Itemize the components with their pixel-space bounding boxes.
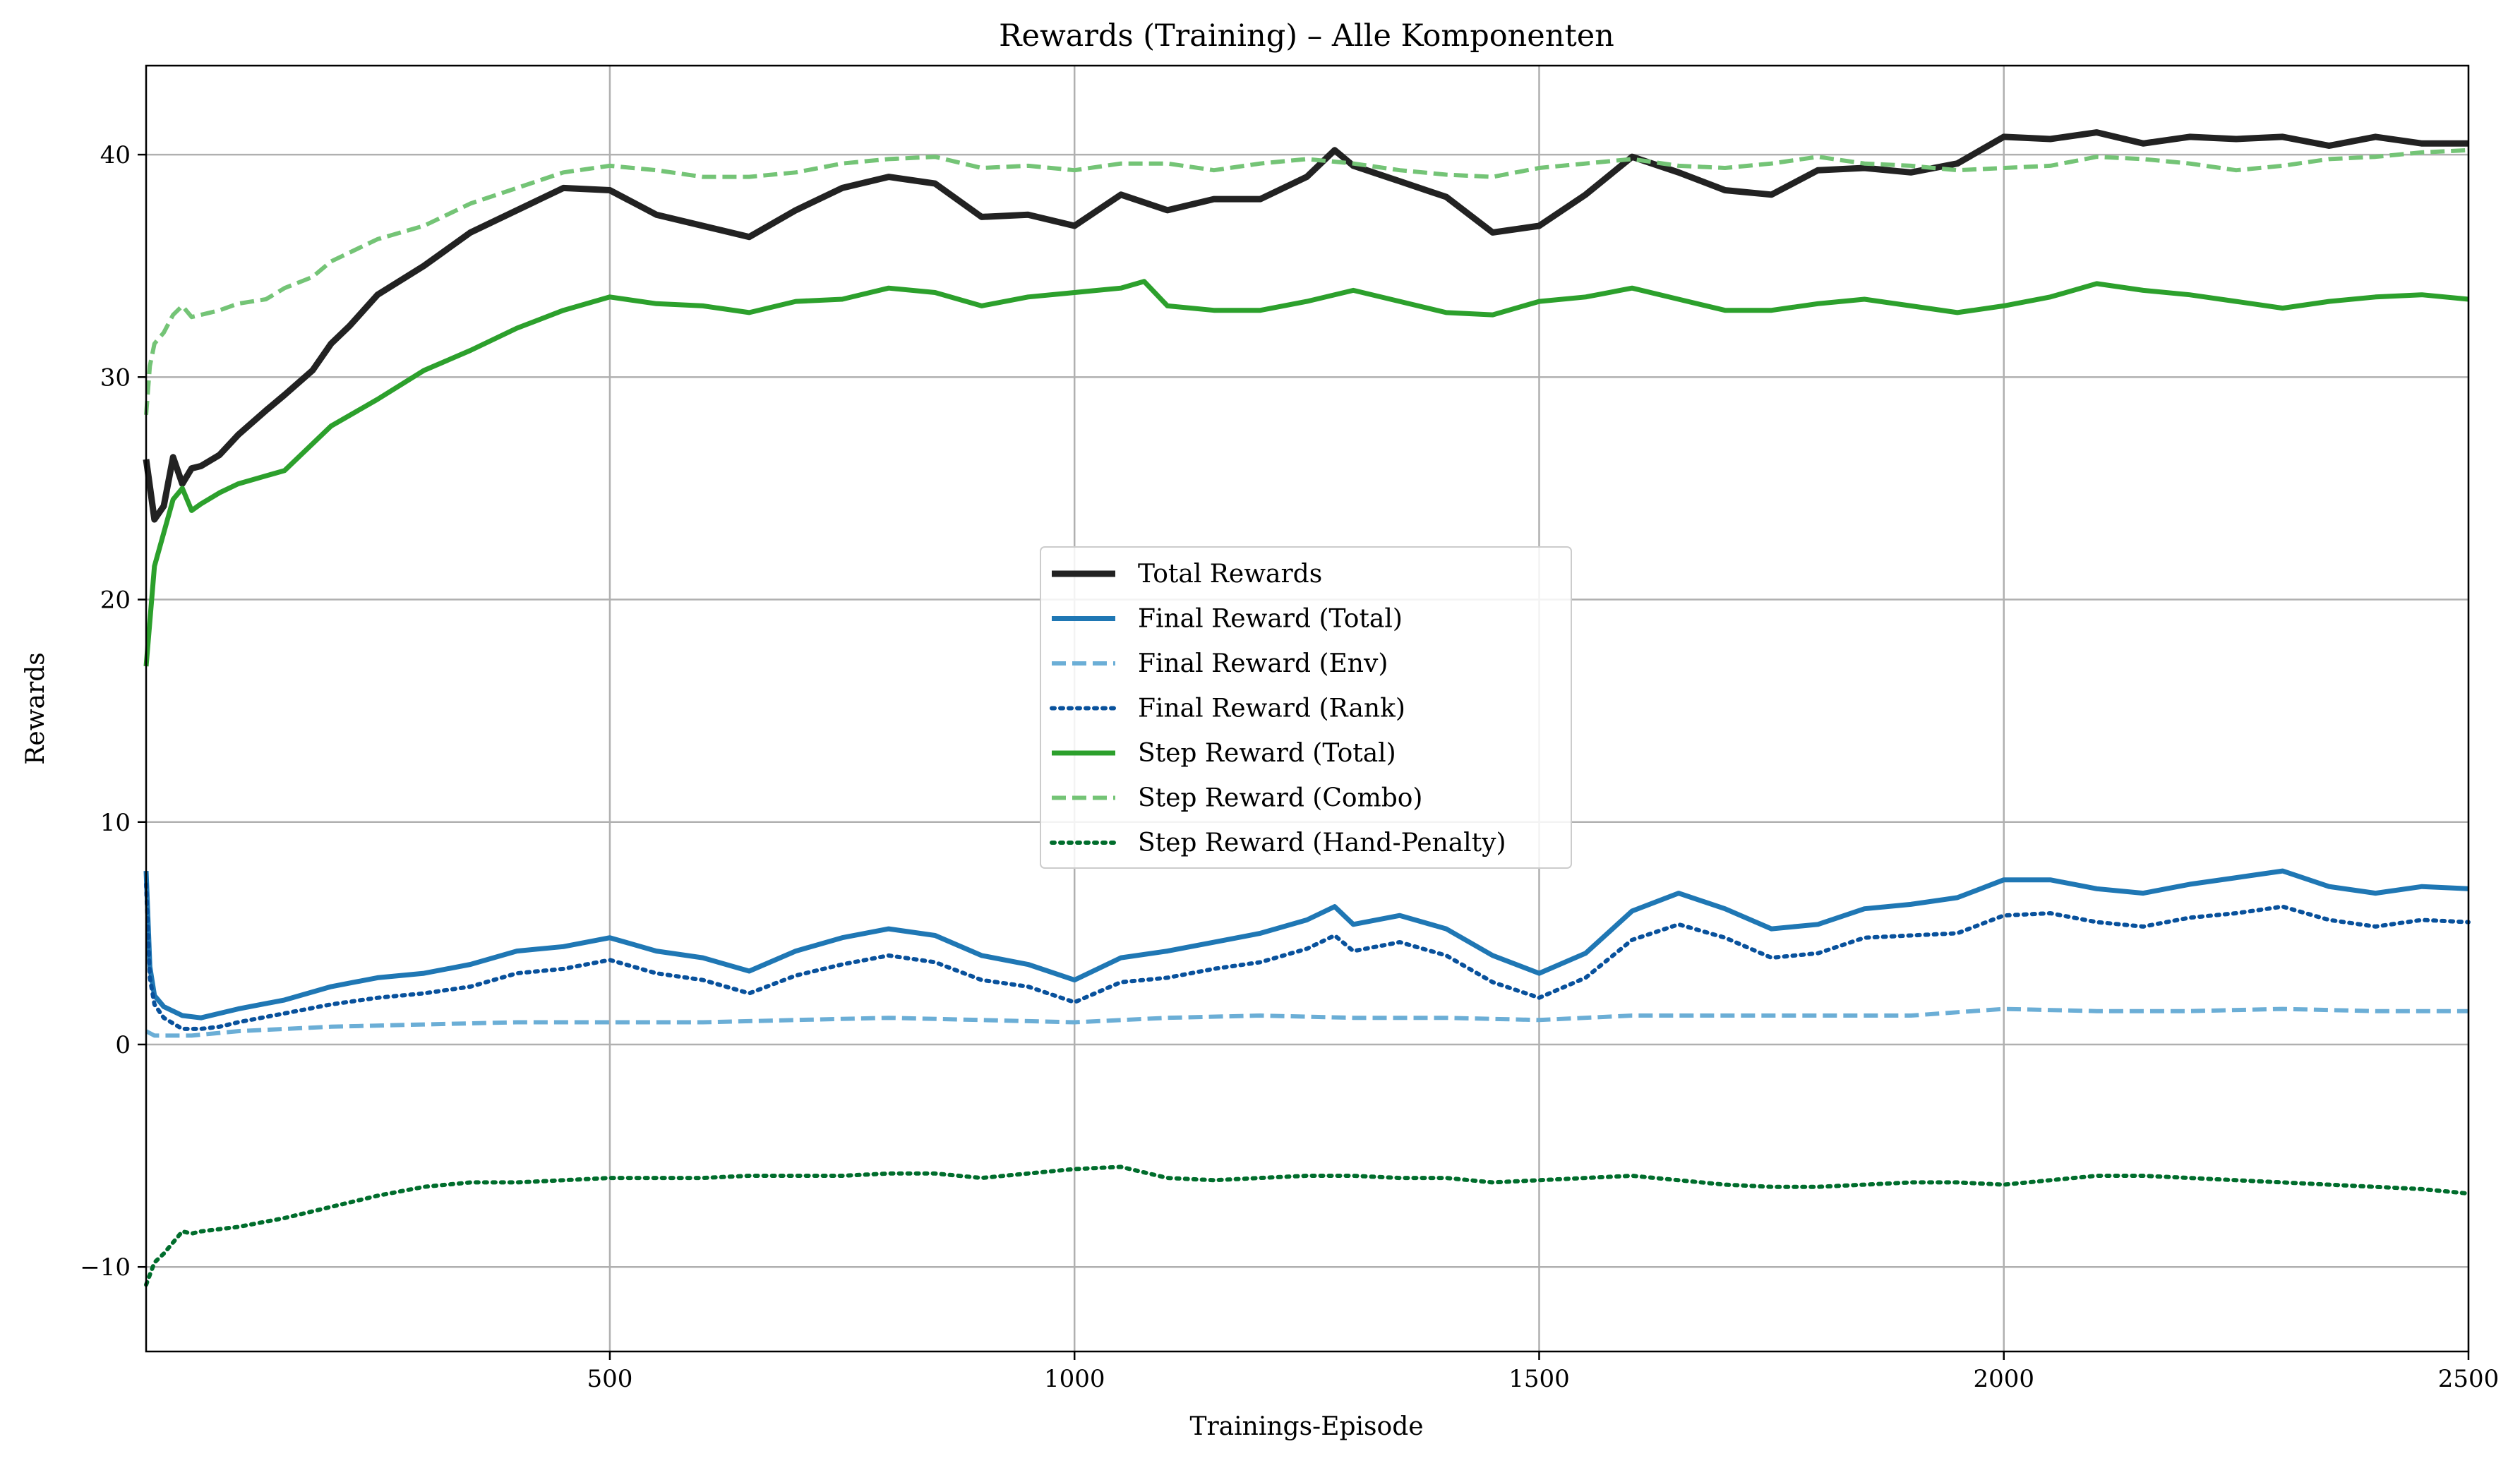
series-line-final-reward-env bbox=[145, 1006, 2468, 1038]
y-tick-label: −10 bbox=[80, 1253, 131, 1282]
legend-box bbox=[1040, 546, 1572, 869]
x-tick-label: 2000 bbox=[1973, 1365, 2034, 1393]
y-tick-label: 10 bbox=[100, 809, 131, 837]
legend: Total Rewards Final Reward (Total) Final R… bbox=[1040, 546, 1572, 869]
legend-label-step-reward-total: Step Reward (Total) bbox=[1138, 739, 1396, 768]
legend-label-total-rewards: Total Rewards bbox=[1138, 560, 1322, 589]
plot-area-frame bbox=[145, 64, 2470, 1353]
legend-label-step-reward-hand-penalty: Step Reward (Hand-Penalty) bbox=[1138, 829, 1506, 857]
series-line-step-reward-combo bbox=[144, 147, 2469, 416]
series-lines bbox=[143, 129, 2471, 1287]
x-axis-label: Trainings-Episode bbox=[1189, 1412, 1423, 1441]
x-tick-label: 500 bbox=[587, 1365, 632, 1393]
legend-label-final-reward-total: Final Reward (Total) bbox=[1138, 605, 1403, 634]
x-tick-label: 2500 bbox=[2438, 1365, 2500, 1393]
y-tick-label: 20 bbox=[100, 586, 131, 615]
legend-label-step-reward-combo: Step Reward (Combo) bbox=[1138, 784, 1422, 813]
axis-ticks: 500 1000 1500 2000 2500 −10 0 10 20 30 40 bbox=[80, 141, 2499, 1393]
legend-label-final-reward-rank: Final Reward (Rank) bbox=[1138, 694, 1405, 723]
series-line-final-reward-total bbox=[143, 868, 2469, 1021]
y-tick-label: 40 bbox=[100, 141, 131, 169]
series-line-step-reward-hand-penalty bbox=[144, 1164, 2471, 1287]
series-line-total-rewards bbox=[143, 129, 2468, 523]
x-tick-label: 1000 bbox=[1044, 1365, 1105, 1393]
chart-title: Rewards (Training) – Alle Komponenten bbox=[999, 18, 1614, 54]
x-tick-label: 1500 bbox=[1508, 1365, 1570, 1393]
y-tick-label: 0 bbox=[115, 1031, 131, 1059]
legend-label-final-reward-env: Final Reward (Env) bbox=[1138, 649, 1388, 678]
series-line-final-reward-rank bbox=[144, 882, 2471, 1031]
y-axis-label: Rewards bbox=[21, 652, 50, 764]
y-tick-label: 30 bbox=[100, 363, 131, 392]
series-line-step-reward-total bbox=[143, 279, 2469, 667]
